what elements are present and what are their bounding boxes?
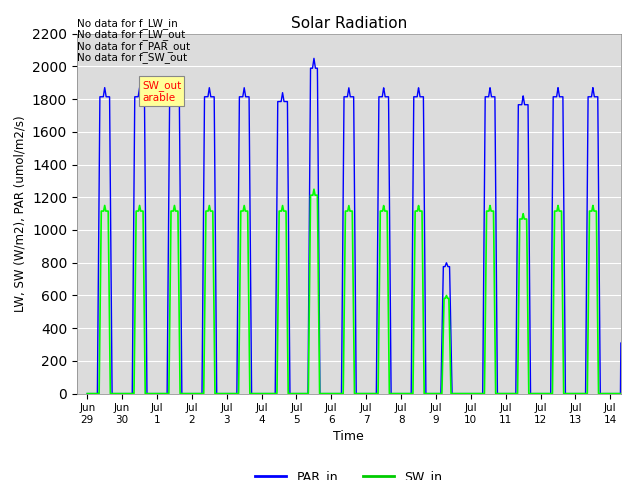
Text: No data for f_SW_out: No data for f_SW_out — [77, 52, 187, 63]
PAR_in — [438, 341, 445, 347]
Text: No data for f_LW_in: No data for f_LW_in — [77, 18, 177, 29]
Text: No data for f_PAR_out: No data for f_PAR_out — [77, 41, 190, 51]
SW_in — [285, 391, 293, 396]
Line: PAR_in: PAR_in — [87, 59, 640, 394]
Title: Solar Radiation: Solar Radiation — [291, 16, 407, 31]
PAR_in — [527, 391, 534, 396]
PAR_in — [83, 391, 91, 396]
SW_in — [527, 391, 534, 396]
SW_in — [413, 208, 421, 214]
PAR_in — [413, 92, 421, 97]
SW_in — [438, 391, 445, 396]
SW_in — [111, 391, 119, 396]
Text: SW_out
arable: SW_out arable — [142, 80, 181, 103]
PAR_in — [285, 319, 293, 324]
SW_in — [83, 391, 91, 396]
SW_in — [497, 391, 505, 396]
Line: SW_in: SW_in — [87, 189, 640, 394]
Text: No data for f_LW_out: No data for f_LW_out — [77, 29, 185, 40]
Y-axis label: LW, SW (W/m2), PAR (umol/m2/s): LW, SW (W/m2), PAR (umol/m2/s) — [13, 115, 26, 312]
PAR_in — [111, 391, 119, 396]
Legend: PAR_in, SW_in: PAR_in, SW_in — [250, 465, 447, 480]
PAR_in — [310, 56, 318, 61]
PAR_in — [497, 391, 505, 396]
X-axis label: Time: Time — [333, 431, 364, 444]
SW_in — [310, 186, 318, 192]
